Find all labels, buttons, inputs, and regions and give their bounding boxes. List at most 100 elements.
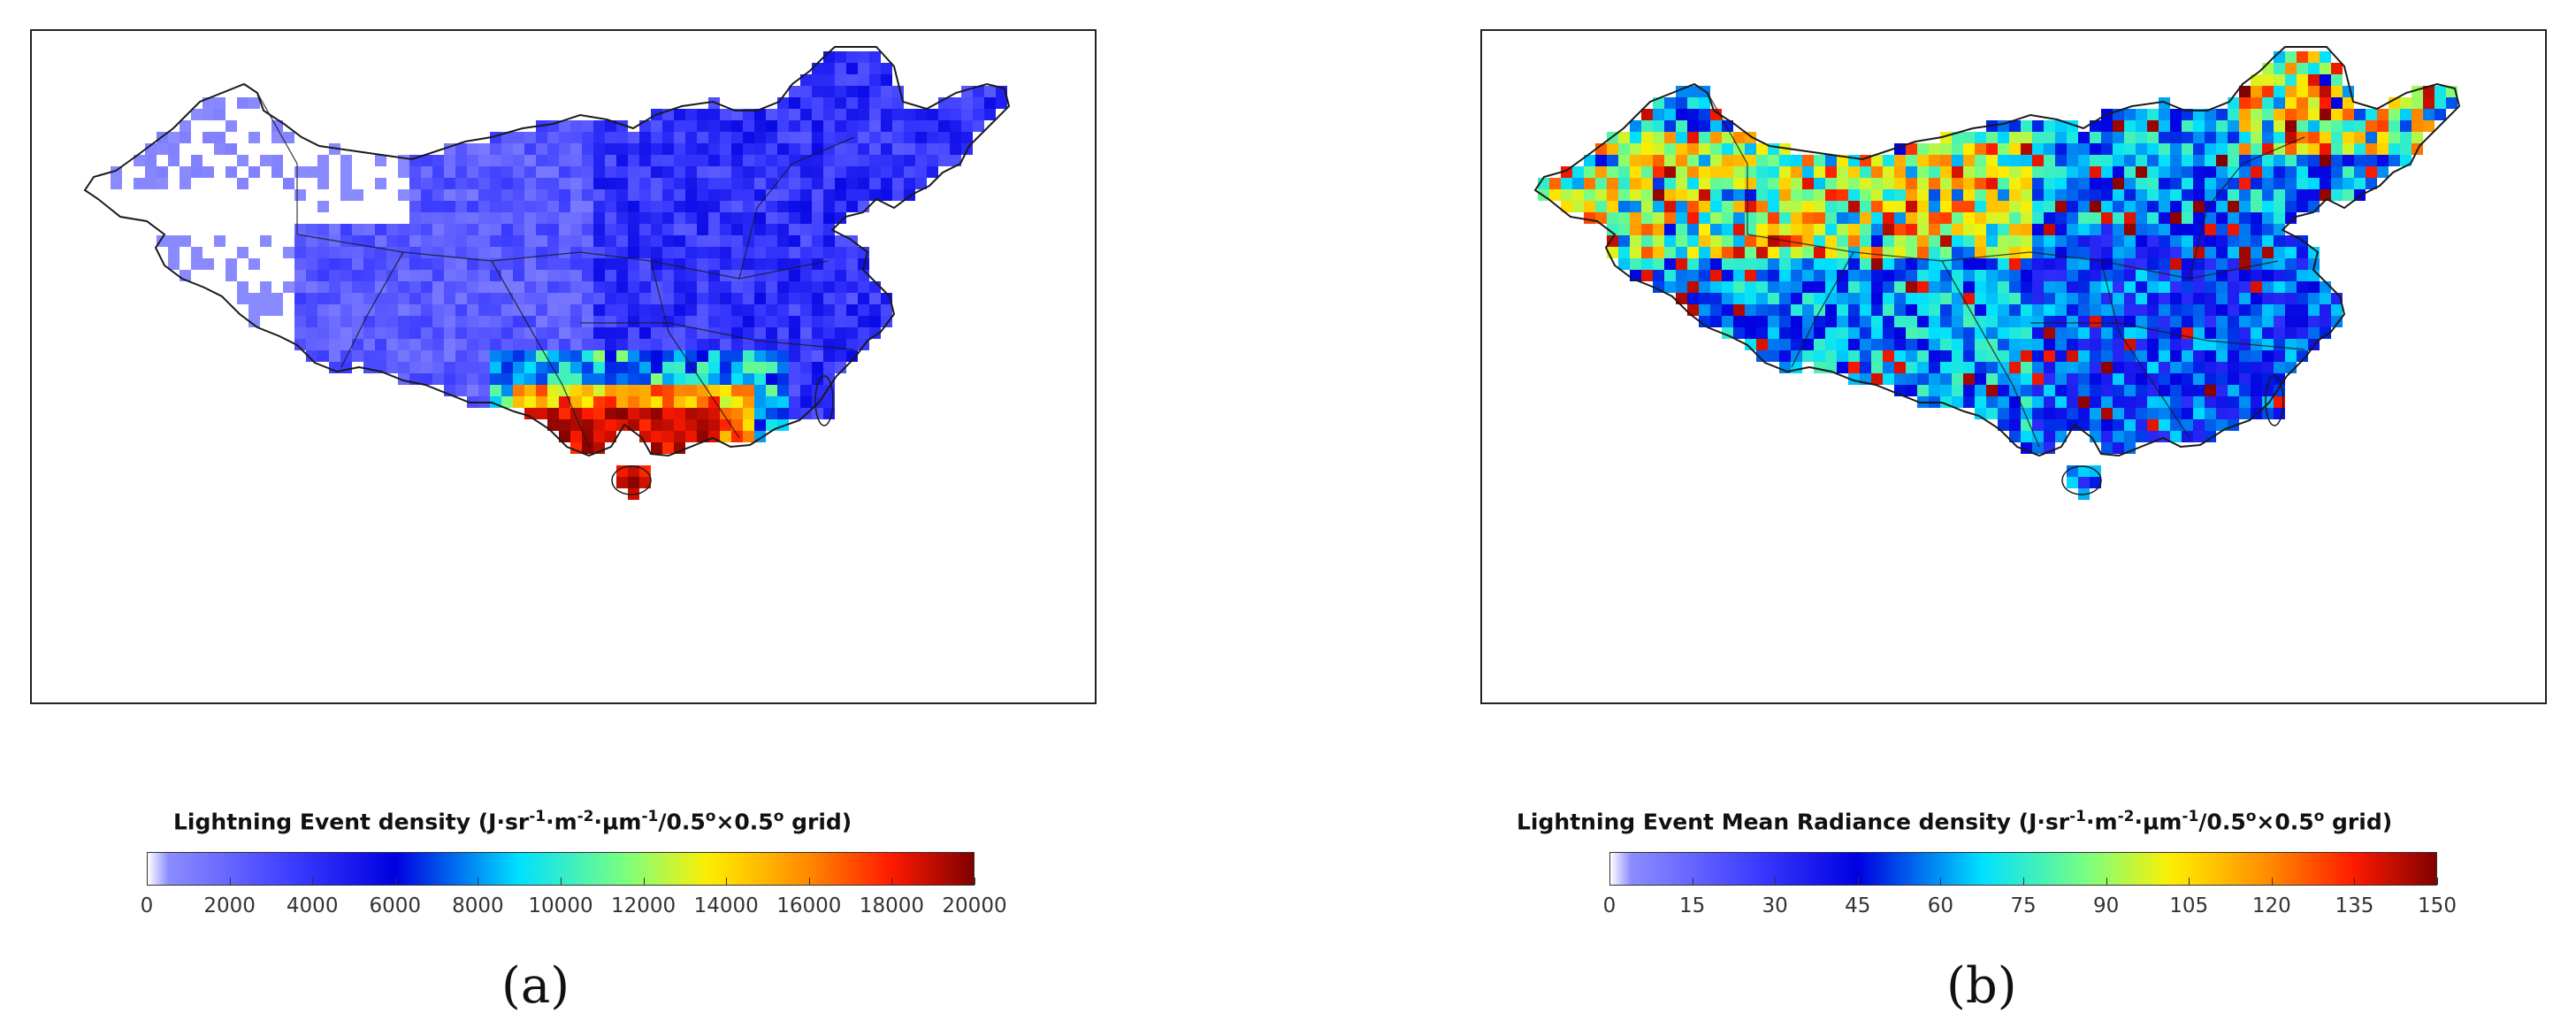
grid-cell xyxy=(1860,212,1871,224)
grid-cell xyxy=(421,247,432,258)
grid-cell xyxy=(1963,316,1975,327)
grid-cell xyxy=(490,327,501,339)
grid-cell xyxy=(570,339,582,350)
grid-cell xyxy=(375,350,386,362)
grid-cell xyxy=(1906,304,1917,316)
grid-cell xyxy=(1653,155,1664,166)
grid-cell xyxy=(846,166,858,178)
grid-cell xyxy=(501,143,513,155)
grid-cell xyxy=(2078,258,2090,270)
grid-cell xyxy=(685,155,697,166)
grid-cell xyxy=(1814,224,1825,235)
grid-cell xyxy=(1975,396,1986,408)
grid-cell xyxy=(777,224,789,235)
grid-cell xyxy=(2009,120,2021,132)
grid-cell xyxy=(2032,385,2044,396)
grid-cell xyxy=(2113,431,2124,442)
grid-cell xyxy=(2251,281,2262,293)
grid-cell xyxy=(2343,178,2354,189)
grid-cell xyxy=(881,189,892,201)
grid-cell xyxy=(317,166,329,178)
grid-cell xyxy=(743,327,754,339)
grid-cell xyxy=(881,120,892,132)
grid-cell xyxy=(789,120,800,132)
colorbar-ticks-b: 0 15 30 45 60 75 90 105 120 135 150 xyxy=(1603,878,2457,921)
grid-cell xyxy=(1917,166,1929,178)
grid-cell xyxy=(754,247,766,258)
grid-cell xyxy=(2262,385,2274,396)
grid-cell xyxy=(720,327,731,339)
grid-cell xyxy=(766,247,777,258)
grid-cell xyxy=(317,281,329,293)
grid-cell xyxy=(524,247,536,258)
grid-cell xyxy=(708,281,720,293)
grid-cell xyxy=(352,339,363,350)
grid-cell xyxy=(1860,293,1871,304)
grid-cell xyxy=(2228,247,2239,258)
grid-cell xyxy=(570,201,582,212)
grid-cell xyxy=(628,327,639,339)
grid-cell xyxy=(1860,350,1871,362)
grid-cell xyxy=(1871,293,1883,304)
grid-cell xyxy=(766,327,777,339)
grid-cell xyxy=(501,304,513,316)
grid-cell xyxy=(421,224,432,235)
grid-cell xyxy=(2090,247,2101,258)
grid-cell xyxy=(2090,178,2101,189)
grid-cell xyxy=(1906,166,1917,178)
province-border xyxy=(650,260,740,439)
grid-cell xyxy=(2331,74,2343,86)
grid-cell xyxy=(685,224,697,235)
grid-cell xyxy=(2136,408,2147,419)
grid-cell xyxy=(2216,201,2228,212)
grid-cell xyxy=(662,442,674,454)
grid-cell xyxy=(766,316,777,327)
grid-cell xyxy=(294,235,306,247)
grid-cell xyxy=(432,362,444,373)
grid-cell xyxy=(386,281,398,293)
grid-cell xyxy=(2320,63,2331,74)
grid-cell xyxy=(823,189,835,201)
grid-cell xyxy=(1618,201,1630,212)
grid-cell xyxy=(2009,212,2021,224)
grid-cell xyxy=(2101,431,2113,442)
grid-cell xyxy=(2251,235,2262,247)
grid-cell xyxy=(2136,258,2147,270)
grid-cell xyxy=(731,304,743,316)
grid-cell xyxy=(1906,339,1917,350)
grid-cell xyxy=(777,339,789,350)
grid-cell xyxy=(2205,120,2216,132)
grid-cell xyxy=(628,385,639,396)
grid-cell xyxy=(754,350,766,362)
grid-cell xyxy=(409,362,421,373)
grid-cell xyxy=(1998,166,2009,178)
grid-cell xyxy=(1883,304,1894,316)
grid-cell xyxy=(1779,339,1791,350)
grid-cell xyxy=(777,270,789,281)
grid-cell xyxy=(1756,304,1768,316)
grid-cell xyxy=(2274,109,2285,120)
grid-cell xyxy=(490,385,501,396)
grid-cell xyxy=(1837,281,1848,293)
grid-cell xyxy=(1975,362,1986,373)
grid-cell xyxy=(1745,212,1756,224)
grid-cell xyxy=(340,304,352,316)
grid-cell xyxy=(616,304,628,316)
grid-cell xyxy=(1618,178,1630,189)
grid-cell xyxy=(467,155,478,166)
grid-cell xyxy=(800,166,812,178)
grid-cell xyxy=(800,143,812,155)
grid-cell xyxy=(743,120,754,132)
grid-cell xyxy=(559,201,570,212)
grid-cell xyxy=(754,224,766,235)
grid-cell xyxy=(2216,258,2228,270)
grid-cell xyxy=(2320,189,2331,201)
grid-cell xyxy=(1791,327,1802,339)
grid-cell xyxy=(490,178,501,189)
grid-cell xyxy=(421,339,432,350)
panel-b: Lightning Event Mean Radiance density (J… xyxy=(1288,0,2576,1036)
grid-cell xyxy=(421,201,432,212)
grid-cell xyxy=(2009,166,2021,178)
grid-cell xyxy=(754,327,766,339)
grid-cell xyxy=(2113,304,2124,316)
